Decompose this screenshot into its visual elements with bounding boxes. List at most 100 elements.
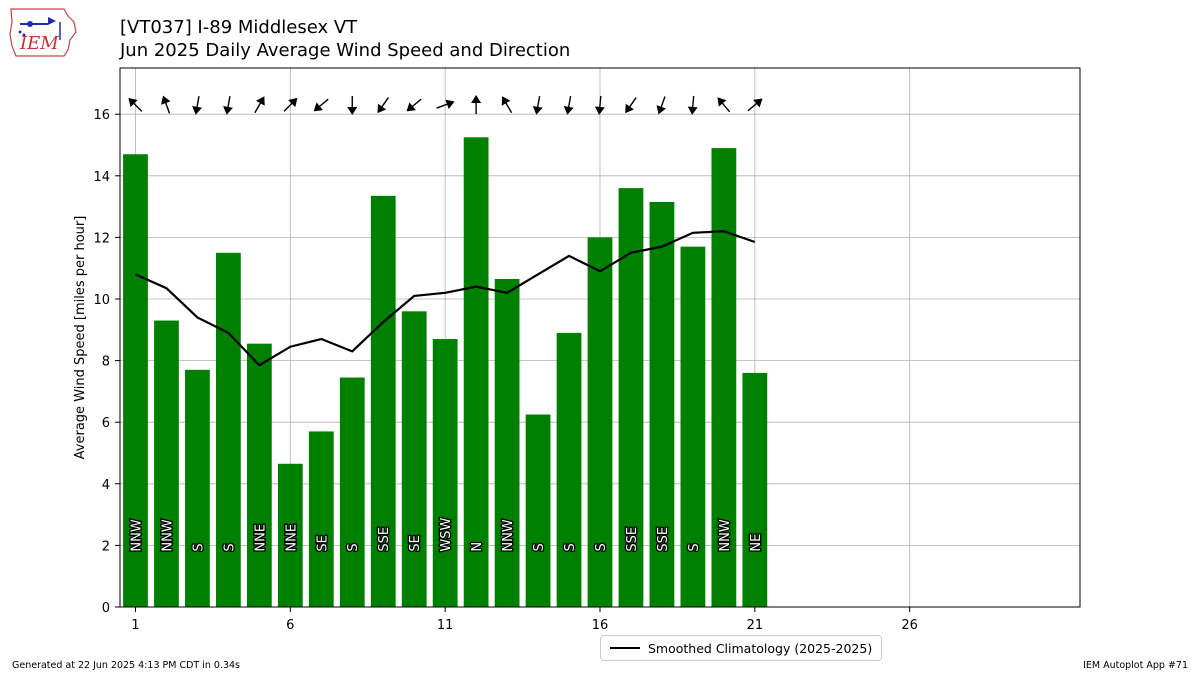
wind-arrow-head [347, 106, 358, 115]
x-tick-label: 6 [286, 618, 294, 633]
wind-arrow-icon [563, 95, 574, 115]
wind-arrow-head [532, 106, 543, 115]
wind-arrow-icon [717, 97, 731, 113]
wind-arrow-shaft [628, 97, 637, 108]
y-axis-label: Average Wind Speed [miles per hour] [73, 216, 88, 460]
wind-arrow-shaft [411, 98, 422, 108]
wind-arrow-shaft [254, 102, 262, 114]
chart-subtitle: Jun 2025 Daily Average Wind Speed and Di… [120, 40, 571, 61]
wind-arrow-shaft [227, 95, 231, 109]
iem-logo: IEM [8, 6, 80, 58]
direction-label: NNW [718, 519, 733, 551]
wind-speed-bar [401, 311, 427, 607]
wind-arrow-icon [377, 97, 389, 114]
wind-arrow-head [501, 96, 511, 106]
wind-arrow-head [406, 102, 416, 112]
wind-arrow-icon [532, 95, 543, 115]
wind-arrow-icon [283, 97, 298, 112]
app-label: IEM Autoplot App #71 [1083, 660, 1188, 671]
wind-arrow-shaft [436, 103, 449, 109]
wind-speed-bar [649, 201, 675, 608]
direction-label: WSW [439, 517, 454, 551]
wind-arrow-head [656, 105, 666, 115]
direction-label: S [346, 543, 361, 551]
legend-label: Smoothed Climatology (2025-2025) [648, 640, 873, 656]
wind-arrow-shaft [747, 102, 758, 112]
direction-label: S [563, 543, 578, 551]
direction-label: SSE [377, 527, 392, 552]
wind-arrow-icon [223, 95, 233, 115]
wind-arrow-icon [501, 96, 513, 114]
chart-legend: Smoothed Climatology (2025-2025) [600, 635, 883, 661]
wind-arrow-head [313, 102, 323, 112]
wind-arrow-shaft [318, 98, 329, 108]
direction-label: S [594, 543, 609, 551]
wind-speed-bar [308, 431, 334, 607]
logo-text: IEM [20, 33, 59, 54]
direction-label: S [532, 543, 547, 551]
wind-speed-bar [587, 237, 613, 607]
direction-label: NNW [501, 519, 516, 551]
wind-speed-bar [339, 377, 365, 607]
wind-arrow-head [128, 97, 138, 108]
wind-speed-bar [680, 246, 706, 607]
direction-label: S [191, 543, 206, 551]
wind-arrow-head [161, 95, 171, 105]
wind-arrow-icon [192, 95, 202, 115]
wind-speed-bar [494, 278, 520, 607]
wind-arrow-icon [747, 98, 763, 112]
wind-arrow-icon [594, 95, 605, 115]
y-tick-label: 2 [102, 539, 110, 554]
wind-arrow-head [563, 106, 574, 115]
direction-label: NE [749, 534, 764, 552]
chart-title: [VT037] I-89 Middlesex VT [120, 17, 358, 38]
wind-speed-bar [463, 137, 489, 608]
wind-arrow-shaft [504, 102, 513, 114]
direction-label: SE [408, 535, 423, 551]
x-tick-label: 16 [592, 618, 609, 633]
y-tick-label: 4 [102, 478, 110, 493]
direction-label: NNE [284, 524, 299, 552]
wind-speed-bar [185, 369, 210, 607]
wind-arrow-shaft [132, 102, 143, 112]
wind-arrow-head [377, 103, 387, 114]
wind-arrow-head [594, 106, 605, 115]
wind-arrow-shaft [691, 95, 695, 109]
direction-label: NNE [253, 524, 268, 552]
wind-arrow-icon [313, 98, 329, 112]
wind-arrow-head [445, 99, 455, 109]
wind-arrow-icon [471, 94, 482, 114]
wind-arrow-head [753, 98, 763, 108]
wind-arrow-head [471, 94, 482, 103]
wind-arrow-icon [656, 96, 666, 115]
wind-arrow-icon [687, 95, 698, 115]
direction-label: SE [315, 535, 330, 551]
x-tick-label: 11 [437, 618, 454, 633]
wind-arrow-icon [128, 97, 143, 112]
wind-speed-bar [556, 332, 582, 607]
wind-arrow-head [256, 96, 265, 106]
wind-arrow-icon [347, 95, 358, 115]
wind-speed-bar [246, 343, 272, 607]
direction-label: S [687, 543, 702, 551]
wind-arrow-head [192, 106, 202, 115]
y-tick-label: 6 [102, 416, 110, 431]
direction-label: SSE [656, 527, 671, 552]
wind-arrow-head [288, 97, 298, 108]
wind-arrow-icon [406, 98, 422, 112]
x-tick-label: 1 [131, 618, 139, 633]
climatology-line [135, 230, 756, 367]
wind-arrow-shaft [380, 97, 389, 108]
generated-timestamp: Generated at 22 Jun 2025 4:13 PM CDT in … [12, 660, 241, 671]
y-tick-label: 0 [102, 601, 110, 616]
wind-speed-bar [711, 148, 737, 607]
y-tick-label: 12 [93, 231, 110, 246]
y-tick-label: 10 [93, 293, 110, 308]
x-tick-label: 26 [901, 618, 918, 633]
direction-label: SSE [625, 527, 640, 552]
wind-arrow-shaft [196, 95, 200, 109]
wind-speed-bar [525, 414, 551, 607]
y-tick-label: 8 [102, 355, 110, 370]
wind-arrow-head [223, 106, 233, 115]
